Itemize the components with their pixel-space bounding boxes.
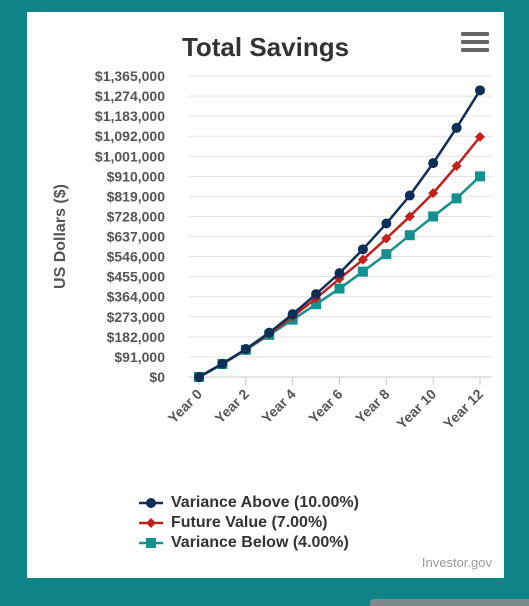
- data-point: [404, 190, 415, 201]
- line-chart: $0 $91,000 $182,000 $273,000 $364,000 $455,00…: [52, 68, 492, 432]
- data-point: [334, 283, 345, 294]
- data-point: [428, 211, 439, 222]
- data-point: [475, 131, 485, 142]
- y-tick-label: $637,000: [107, 229, 166, 245]
- y-tick-label: $819,000: [107, 188, 166, 204]
- data-point: [404, 230, 415, 241]
- legend-label: Future Value (7.00%): [171, 514, 328, 531]
- data-point: [357, 254, 368, 265]
- data-point: [334, 268, 345, 279]
- x-tick-label: Year 6: [305, 386, 346, 427]
- data-point: [357, 244, 368, 255]
- data-point: [381, 249, 392, 260]
- data-point: [311, 299, 322, 310]
- data-point: [451, 122, 462, 133]
- legend-marker-icon: [139, 518, 163, 528]
- hamburger-menu-icon[interactable]: [461, 32, 489, 54]
- data-point: [475, 171, 485, 182]
- y-tick-label: $1,274,000: [95, 88, 165, 104]
- legend-label: Variance Above (10.00%): [171, 494, 359, 511]
- data-point: [428, 158, 439, 169]
- chart-legend: Variance Above (10.00%) Future Value (7.0…: [139, 493, 359, 553]
- series-line: [198, 89, 482, 379]
- legend-marker-icon: [139, 498, 163, 508]
- chart-title: Total Savings: [181, 32, 350, 62]
- y-tick-label: $728,000: [107, 208, 166, 224]
- y-tick-label: $910,000: [107, 168, 166, 184]
- data-point: [311, 289, 322, 300]
- x-tick-label: Year 8: [352, 386, 393, 427]
- y-axis-title: US Dollars ($): [52, 184, 69, 289]
- y-tick-label: $1,365,000: [95, 68, 165, 84]
- data-point: [428, 188, 439, 199]
- data-point: [451, 160, 462, 171]
- y-tick-label: $364,000: [107, 289, 166, 305]
- legend-item[interactable]: Variance Above (10.00%): [139, 493, 359, 513]
- x-tick-label: Year 2: [211, 386, 252, 427]
- x-tick-label: Year 10: [393, 386, 439, 432]
- y-tick-label: $546,000: [107, 249, 166, 265]
- data-point: [381, 218, 392, 229]
- scrollbar-strip: [370, 599, 529, 606]
- legend-marker-icon: [139, 538, 163, 548]
- data-point: [264, 327, 275, 338]
- legend-item[interactable]: Variance Below (4.00%): [139, 533, 359, 553]
- data-point: [287, 309, 298, 320]
- legend-item[interactable]: Future Value (7.00%): [139, 513, 359, 533]
- legend-label: Variance Below (4.00%): [171, 534, 349, 551]
- data-point: [194, 372, 204, 382]
- data-point: [451, 193, 462, 204]
- y-tick-label: $91,000: [114, 349, 165, 365]
- y-tick-label: $273,000: [107, 309, 166, 325]
- y-tick-label: $182,000: [107, 329, 166, 345]
- y-tick-label: $1,092,000: [95, 128, 165, 144]
- data-point: [357, 266, 368, 277]
- x-tick-label: Year 4: [258, 386, 299, 427]
- data-point: [381, 233, 392, 244]
- x-tick-label: Year 12: [440, 386, 486, 432]
- data-point: [475, 85, 485, 96]
- y-tick-label: $455,000: [107, 269, 166, 285]
- data-point: [240, 343, 251, 354]
- y-tick-label: $0: [149, 369, 165, 385]
- data-point: [404, 211, 415, 222]
- y-tick-label: $1,001,000: [95, 148, 165, 164]
- x-tick-label: Year 0: [165, 386, 206, 427]
- data-point: [217, 358, 228, 369]
- chart-card: Total Savings $0 $91,000 $182,000 $273,000 $…: [27, 12, 504, 578]
- credit-label: Investor.gov: [421, 555, 492, 570]
- y-tick-label: $1,183,000: [95, 108, 165, 124]
